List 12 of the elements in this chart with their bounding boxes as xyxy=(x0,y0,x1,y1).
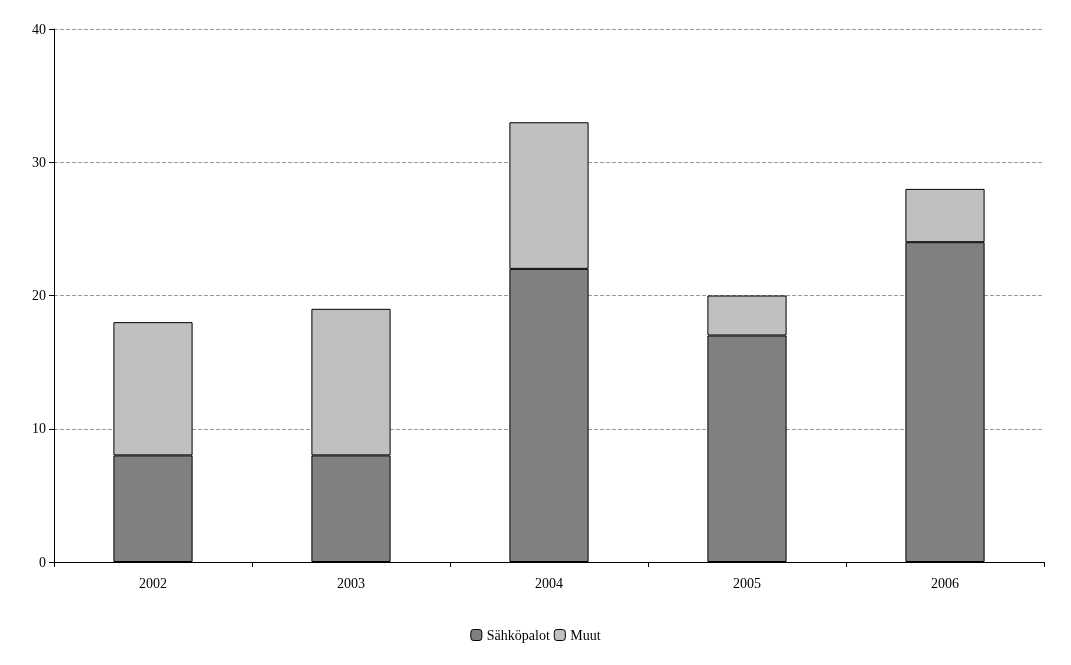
x-tick-label: 2002 xyxy=(139,575,167,591)
legend-label: Sähköpalot xyxy=(486,627,550,643)
y-tick-label: 20 xyxy=(32,288,46,303)
y-tick-label: 10 xyxy=(32,421,46,437)
legend-label: Muut xyxy=(570,627,601,643)
x-tick-label: 2005 xyxy=(733,575,761,591)
y-tick-label: 30 xyxy=(32,154,46,170)
y-tick-label: 40 xyxy=(32,21,46,37)
x-tick-label: 2006 xyxy=(931,575,959,591)
x-tick-label: 2004 xyxy=(535,575,563,591)
x-tick-label: 2003 xyxy=(337,575,365,591)
y-tick-label: 0 xyxy=(39,554,46,570)
